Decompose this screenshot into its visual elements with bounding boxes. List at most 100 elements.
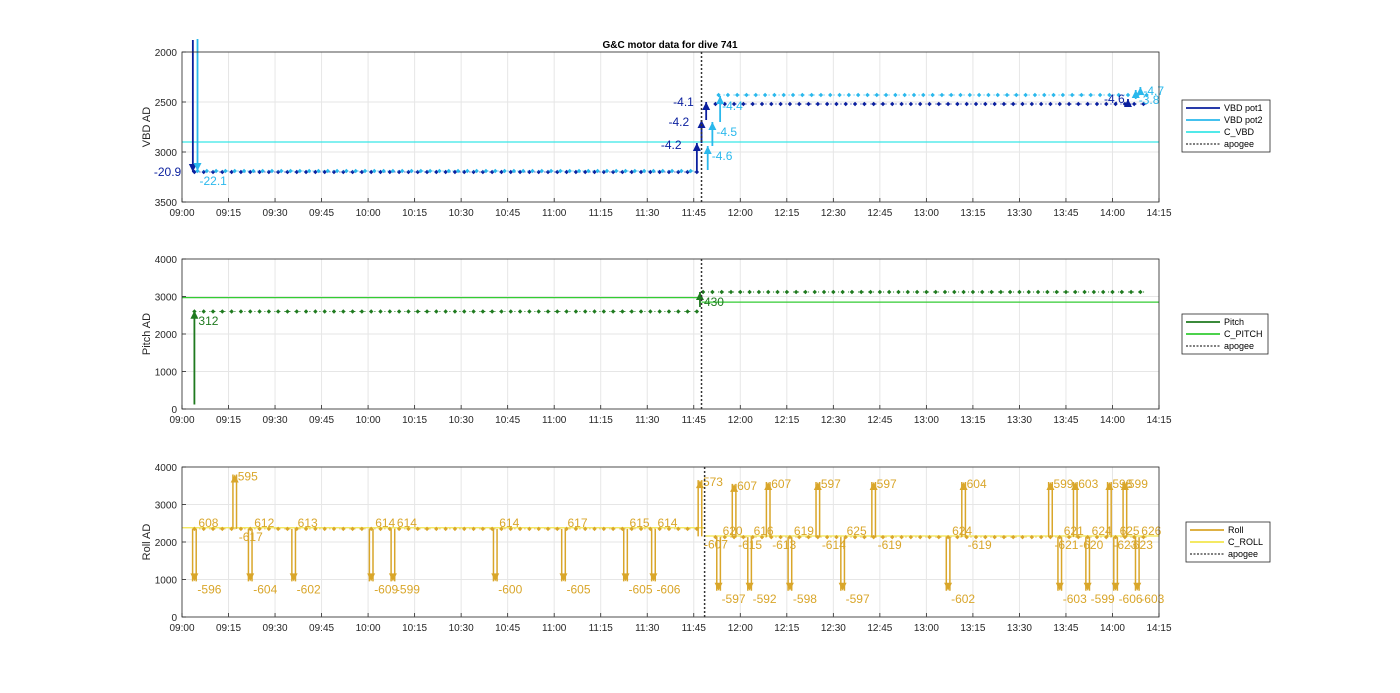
roll-move-label: 599 [1128,477,1148,491]
motor-move-arrowhead [716,96,725,104]
data-point [911,92,917,98]
data-point [685,309,690,314]
x-tick-label: 10:15 [402,415,427,426]
x-tick-label: 11:45 [682,208,707,219]
data-point [555,526,560,532]
x-tick-label: 13:45 [1053,415,1078,426]
data-point [322,169,327,175]
data-point [558,168,563,174]
data-point [275,309,281,314]
motor-move-arrowhead [188,164,197,172]
data-point [1141,534,1146,540]
data-point [793,289,799,295]
data-point [666,309,672,314]
data-point [927,101,932,107]
data-point [660,168,665,174]
roll-move-label: -619 [968,538,992,552]
data-point [508,526,513,532]
data-point [238,526,244,532]
data-point [415,309,420,314]
x-tick-label: 12:00 [728,208,753,219]
data-point [595,168,600,174]
data-point [303,526,309,532]
x-tick-label: 12:15 [774,208,799,219]
data-point [899,101,904,107]
data-point [1076,534,1081,540]
data-point [815,101,821,107]
data-point [939,92,945,98]
data-point [1085,101,1090,107]
data-point [803,289,808,295]
legend-entry: VBD pot2 [1224,115,1263,125]
roll-move-label: 607 [737,479,757,493]
roll-move-arrowhead [1055,582,1064,591]
x-tick-label: 11:30 [635,415,660,426]
data-point [983,101,988,107]
data-point [536,526,541,532]
data-point [471,309,476,314]
y-tick-label: 4000 [155,463,178,474]
data-point [573,526,579,532]
roll-move-label: -603 [1140,592,1164,606]
data-point [1076,101,1081,107]
x-tick-label: 10:00 [356,623,381,634]
data-point [359,169,365,175]
data-point [952,289,957,295]
data-point [499,309,504,314]
data-point [220,526,225,532]
x-tick-label: 13:00 [914,208,939,219]
x-tick-label: 11:30 [635,208,660,219]
roll-move-label: -604 [253,582,277,596]
data-point [648,169,653,175]
y-tick-label: 4000 [155,255,178,266]
data-point [480,526,486,532]
roll-move-label: 595 [238,470,258,484]
x-tick-label: 10:00 [356,208,381,219]
data-point [1079,92,1084,98]
data-point [676,526,681,532]
figure-title: G&C motor data for dive 741 [602,40,737,51]
data-point [406,309,411,314]
data-point [341,309,346,314]
data-point [921,92,926,98]
x-tick-label: 14:00 [1100,415,1125,426]
data-point [936,101,941,107]
data-point [973,101,979,107]
roll-move-label: -599 [396,582,420,596]
data-point [573,309,579,314]
data-point [1038,534,1044,540]
data-point [294,169,299,175]
y-tick-label: 2500 [155,98,178,109]
data-point [378,169,383,175]
roll-move-label: -619 [878,538,902,552]
data-point [610,526,616,532]
roll-move-label: -609 [374,582,398,596]
data-point [452,526,458,532]
roll-move-label: 613 [298,516,318,530]
data-point [710,289,715,295]
data-point [924,289,929,295]
roll-move-arrowhead [745,582,754,591]
data-point [322,526,327,532]
x-tick-label: 14:15 [1146,623,1171,634]
data-point [824,101,830,107]
data-point [232,168,237,174]
x-tick-label: 10:30 [449,623,474,634]
data-point [936,534,941,540]
data-point [787,101,793,107]
data-point [843,101,848,107]
data-point [989,289,994,295]
data-point [493,168,498,174]
data-point [620,309,625,314]
legend-entry: Pitch [1224,317,1244,327]
roll-move-label: -606 [656,582,680,596]
data-point [917,534,923,540]
y-tick-label: 2000 [155,538,178,549]
data-point [1004,92,1010,98]
x-tick-label: 09:45 [309,415,334,426]
data-point [331,526,337,532]
roll-move-arrowhead [764,482,773,490]
data-point [629,309,634,314]
roll-move-label: -597 [722,592,746,606]
data-point [269,168,275,174]
